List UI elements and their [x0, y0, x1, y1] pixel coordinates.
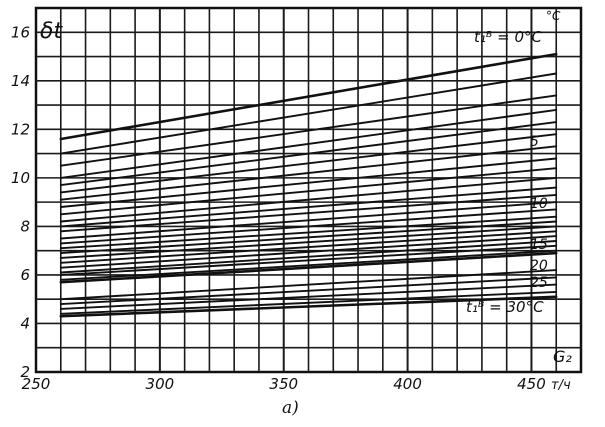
annotation-t30: t₁ᴮ = 30°C — [466, 298, 544, 316]
x-tick-label: 250 — [22, 375, 51, 393]
annotation-10: 10 — [530, 196, 548, 212]
series-line — [59, 176, 558, 223]
x-tick-labels: 250 300 350 400 450 — [22, 375, 546, 393]
x-tick-label: 300 — [146, 375, 175, 393]
series-line — [59, 290, 558, 315]
series-line — [59, 283, 558, 310]
series-line — [59, 230, 558, 264]
series-line — [59, 244, 558, 276]
y-tick-label: 16 — [11, 23, 30, 41]
series-line — [59, 295, 558, 318]
y-tick-label: 8 — [20, 217, 30, 235]
series-line — [59, 193, 558, 233]
y-axis-unit: °C — [546, 9, 561, 23]
y-tick-label: 10 — [11, 169, 30, 187]
annotation-25: 25 — [530, 275, 548, 291]
annotation-15: 15 — [530, 237, 548, 253]
x-tick-label: 450 — [517, 375, 546, 393]
annotation-20: 20 — [530, 258, 548, 274]
series-line — [59, 225, 558, 259]
series-line — [59, 52, 558, 141]
y-axis-label: δt — [40, 19, 63, 44]
y-tick-label: 6 — [20, 266, 30, 284]
x-tick-label: 400 — [393, 375, 422, 393]
series-line — [59, 94, 558, 167]
annotation-t0: t₁ᴮ = 0°C — [474, 28, 543, 46]
series-line — [59, 235, 558, 269]
series-group — [59, 52, 558, 318]
series-line — [59, 249, 558, 281]
annotation-5: 5 — [530, 134, 539, 150]
series-line — [59, 208, 558, 245]
series-line — [59, 276, 558, 306]
series-line — [59, 167, 558, 216]
series-line — [59, 220, 558, 255]
series-line — [59, 269, 558, 301]
y-tick-label: 12 — [11, 120, 30, 138]
series-line — [59, 157, 558, 208]
series-line — [59, 215, 558, 250]
x-tick-label: 350 — [269, 375, 298, 393]
y-tick-label: 2 — [20, 363, 30, 381]
y-tick-label: 4 — [20, 314, 30, 332]
series-line — [59, 186, 558, 228]
series-line — [59, 201, 558, 240]
x-axis-label: G₂ — [553, 347, 572, 366]
y-tick-label: 14 — [11, 72, 30, 90]
series-line — [59, 121, 558, 187]
y-tick-labels: 2 4 6 8 10 12 14 16 — [11, 23, 30, 381]
series-line — [59, 108, 558, 179]
series-line — [59, 133, 558, 194]
series-line — [59, 72, 558, 155]
figure-caption: a) — [282, 398, 299, 418]
series-line — [59, 145, 558, 201]
x-axis-unit: т/ч — [551, 378, 571, 393]
series-line — [59, 240, 558, 274]
series-line — [59, 251, 558, 284]
